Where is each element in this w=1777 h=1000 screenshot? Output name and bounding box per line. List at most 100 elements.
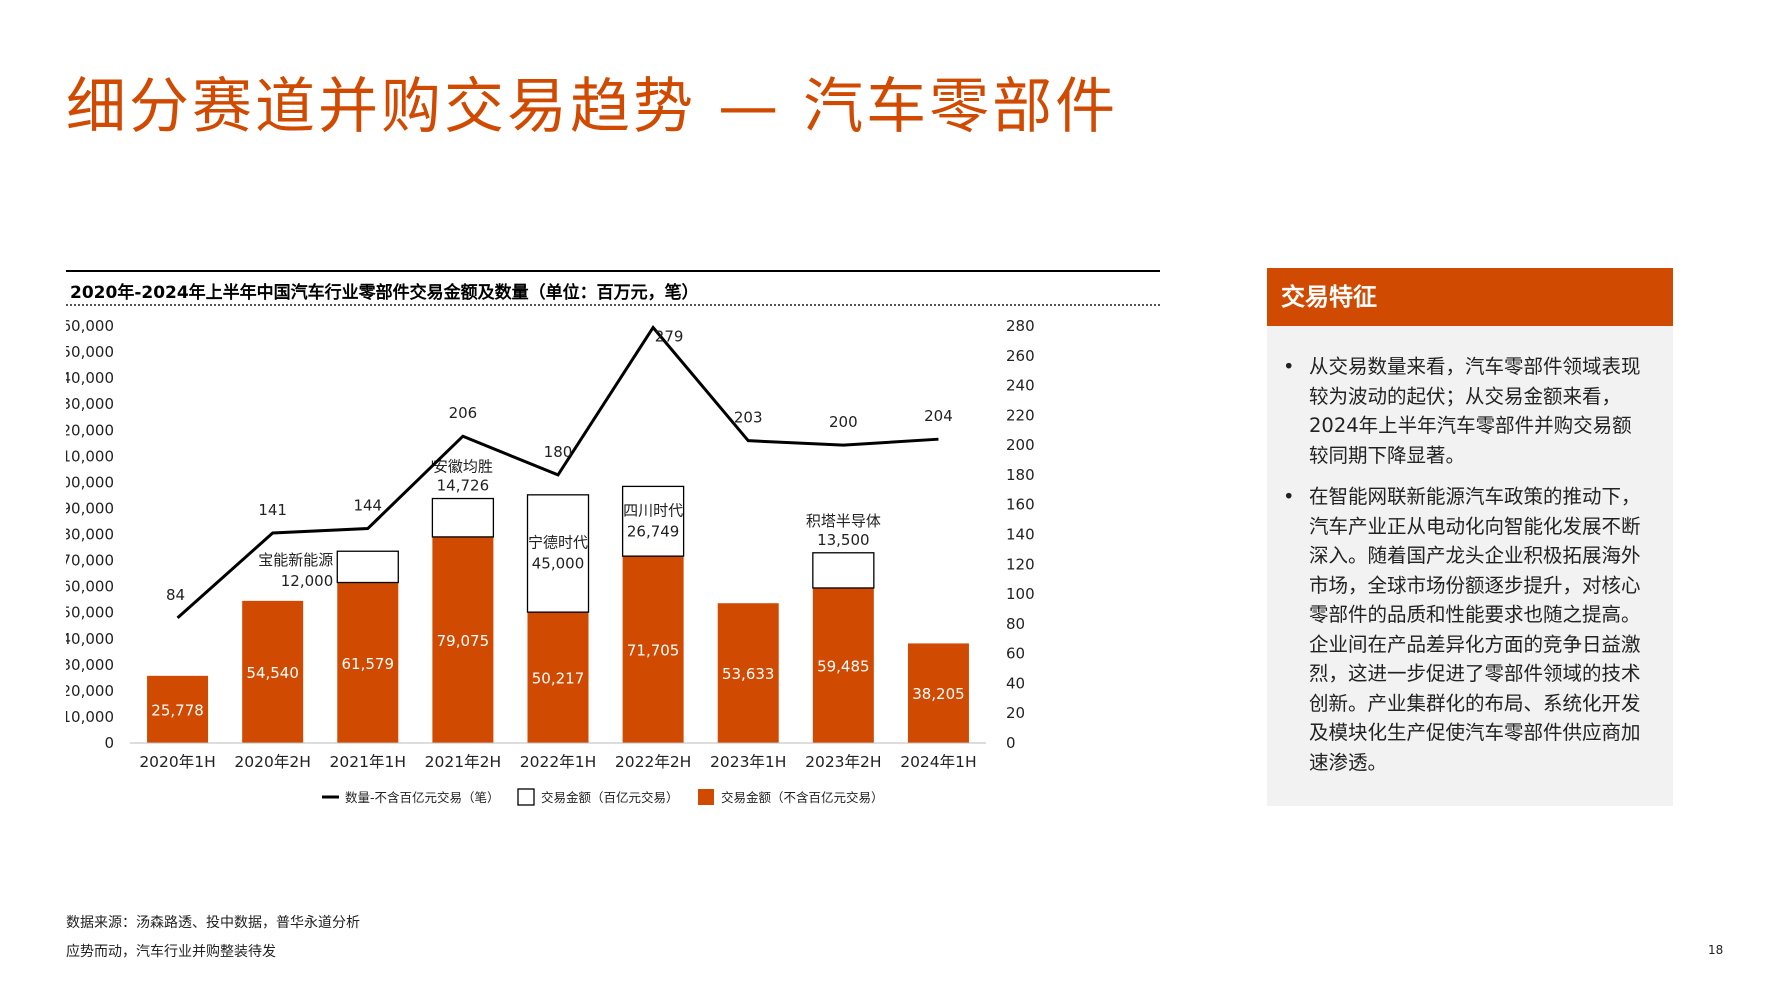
legend-label: 交易金额（不含百亿元交易） xyxy=(721,790,884,805)
x-axis-tick-label: 2023年2H xyxy=(805,753,881,771)
page-number: 18 xyxy=(1708,943,1724,957)
count-label: 141 xyxy=(258,501,287,519)
count-label: 203 xyxy=(734,409,763,427)
y2-axis-tick-label: 220 xyxy=(1006,406,1035,424)
panel-bullet: 在智能网联新能源汽车政策的推动下，汽车产业正从电动化向智能化发展不断深入。随着国… xyxy=(1283,482,1651,777)
count-label: 180 xyxy=(544,443,573,461)
bar xyxy=(527,612,589,743)
large-deal-segment xyxy=(526,494,590,613)
bar-value-label: 38,205 xyxy=(912,685,965,703)
y2-axis-tick-label: 20 xyxy=(1006,704,1025,722)
y2-axis-tick-label: 120 xyxy=(1006,555,1035,573)
legend-outline-swatch xyxy=(517,788,535,806)
annotation-company: 安徽均胜 xyxy=(433,458,493,476)
annotation-company: 宁德时代 xyxy=(528,533,588,551)
y2-axis-tick-label: 140 xyxy=(1006,526,1035,544)
chart-title-dotted-rule xyxy=(66,304,1160,306)
x-axis-tick-label: 2020年1H xyxy=(139,753,215,771)
count-label: 200 xyxy=(829,413,858,431)
bar xyxy=(147,675,209,743)
y-axis-tick-label: 70,000 xyxy=(66,552,114,570)
y-axis-tick-label: 140,000 xyxy=(66,369,114,387)
annotation-value: 45,000 xyxy=(532,554,585,572)
footer-text: 应势而动，汽车行业并购整装待发 xyxy=(66,944,276,960)
bar xyxy=(337,582,399,743)
y2-axis-tick-label: 60 xyxy=(1006,645,1025,663)
bar-value-label: 79,075 xyxy=(437,632,490,650)
y2-axis-tick-label: 80 xyxy=(1006,615,1025,633)
y-axis-tick-label: 30,000 xyxy=(66,656,114,674)
y-axis-tick-label: 100,000 xyxy=(66,473,114,491)
y-axis-tick-label: 80,000 xyxy=(66,526,114,544)
bar xyxy=(432,536,494,743)
x-axis-tick-label: 2024年1H xyxy=(900,753,976,771)
y-axis-tick-label: 130,000 xyxy=(66,395,114,413)
y-axis-tick-label: 0 xyxy=(104,734,114,752)
y-axis-tick-label: 50,000 xyxy=(66,604,114,622)
count-label: 84 xyxy=(166,586,185,604)
bar xyxy=(717,603,779,743)
annotation-company: 宝能新能源 xyxy=(258,551,333,569)
panel-bullet-list: 从交易数量来看，汽车零部件领域表现较为波动的起伏；从交易金额来看，2024年上半… xyxy=(1267,326,1673,777)
annotation-value: 12,000 xyxy=(281,572,334,590)
large-deal-segment xyxy=(336,550,399,584)
data-source-note: 数据来源：汤森路透、投中数据，普华永道分析 xyxy=(66,915,360,931)
bar xyxy=(622,556,684,743)
y2-axis-tick-label: 100 xyxy=(1006,585,1035,603)
bar xyxy=(907,643,969,743)
count-label: 206 xyxy=(449,404,478,422)
chart-svg: 0 10,000 20,000 30,000 40,000 50,000 60,000 70,… xyxy=(66,317,1035,806)
y-axis-tick-label: 60,000 xyxy=(66,578,114,596)
page-title: 细分赛道并购交易趋势 — 汽车零部件 xyxy=(66,72,1119,142)
bar-value-label: 59,485 xyxy=(817,657,870,675)
legend-label: 交易金额（百亿元交易） xyxy=(541,790,679,805)
annotation-company: 四川时代 xyxy=(623,501,683,519)
legend-label: 数量-不含百亿元交易（笔） xyxy=(345,790,500,805)
large-deal-segment xyxy=(621,485,685,557)
count-label: 144 xyxy=(353,497,382,515)
x-axis-tick-label: 2022年2H xyxy=(615,753,691,771)
panel-header: 交易特征 xyxy=(1267,268,1673,326)
bar-value-label: 50,217 xyxy=(532,670,585,688)
y2-axis-tick-label: 200 xyxy=(1006,436,1035,454)
y2-axis-tick-label: 280 xyxy=(1006,317,1035,335)
annotation-value: 14,726 xyxy=(437,477,490,495)
large-deal-segment xyxy=(431,497,495,538)
bar-value-label: 25,778 xyxy=(151,701,204,719)
x-axis-tick-label: 2023年1H xyxy=(710,753,786,771)
x-axis-tick-label: 2022年1H xyxy=(520,753,596,771)
y2-axis-tick-label: 260 xyxy=(1006,347,1035,365)
bar-value-label: 71,705 xyxy=(627,642,680,660)
x-axis-tick-label: 2021年1H xyxy=(330,753,406,771)
bar xyxy=(242,600,304,743)
y-axis-tick-label: 160,000 xyxy=(66,317,114,335)
y2-axis-tick-label: 240 xyxy=(1006,377,1035,395)
y2-axis-tick-label: 40 xyxy=(1006,674,1025,692)
bar-value-label: 61,579 xyxy=(342,655,395,673)
bar xyxy=(812,587,874,743)
y-axis-tick-label: 120,000 xyxy=(66,421,114,439)
x-axis-tick-label: 2020年2H xyxy=(234,753,310,771)
panel-bullet: 从交易数量来看，汽车零部件领域表现较为波动的起伏；从交易金额来看，2024年上半… xyxy=(1283,352,1651,470)
large-deal-segment xyxy=(812,552,875,589)
annotation-value: 26,749 xyxy=(627,522,680,540)
y2-axis-tick-label: 180 xyxy=(1006,466,1035,484)
bar-value-label: 53,633 xyxy=(722,665,775,683)
annotation-company: 积塔半导体 xyxy=(806,512,881,530)
y-axis-tick-label: 150,000 xyxy=(66,343,114,361)
chart-title: 2020年-2024年上半年中国汽车行业零部件交易金额及数量（单位：百万元，笔） xyxy=(70,283,699,303)
annotation-value: 13,500 xyxy=(817,531,870,549)
key-features-panel: 交易特征 从交易数量来看，汽车零部件领域表现较为波动的起伏；从交易金额来看，20… xyxy=(1267,268,1673,806)
y-axis-tick-label: 90,000 xyxy=(66,499,114,517)
x-axis-tick-label: 2021年2H xyxy=(425,753,501,771)
chart-title-rule xyxy=(66,270,1160,272)
y2-axis-tick-label: 160 xyxy=(1006,496,1035,514)
y-axis-tick-label: 110,000 xyxy=(66,447,114,465)
count-label: 279 xyxy=(655,327,684,345)
y2-axis-tick-label: 0 xyxy=(1006,734,1016,752)
y-axis-tick-label: 10,000 xyxy=(66,708,114,726)
bar-value-label: 54,540 xyxy=(246,664,299,682)
y-axis-tick-label: 40,000 xyxy=(66,630,114,648)
legend-bar-swatch xyxy=(698,789,714,805)
count-label: 204 xyxy=(924,407,953,425)
